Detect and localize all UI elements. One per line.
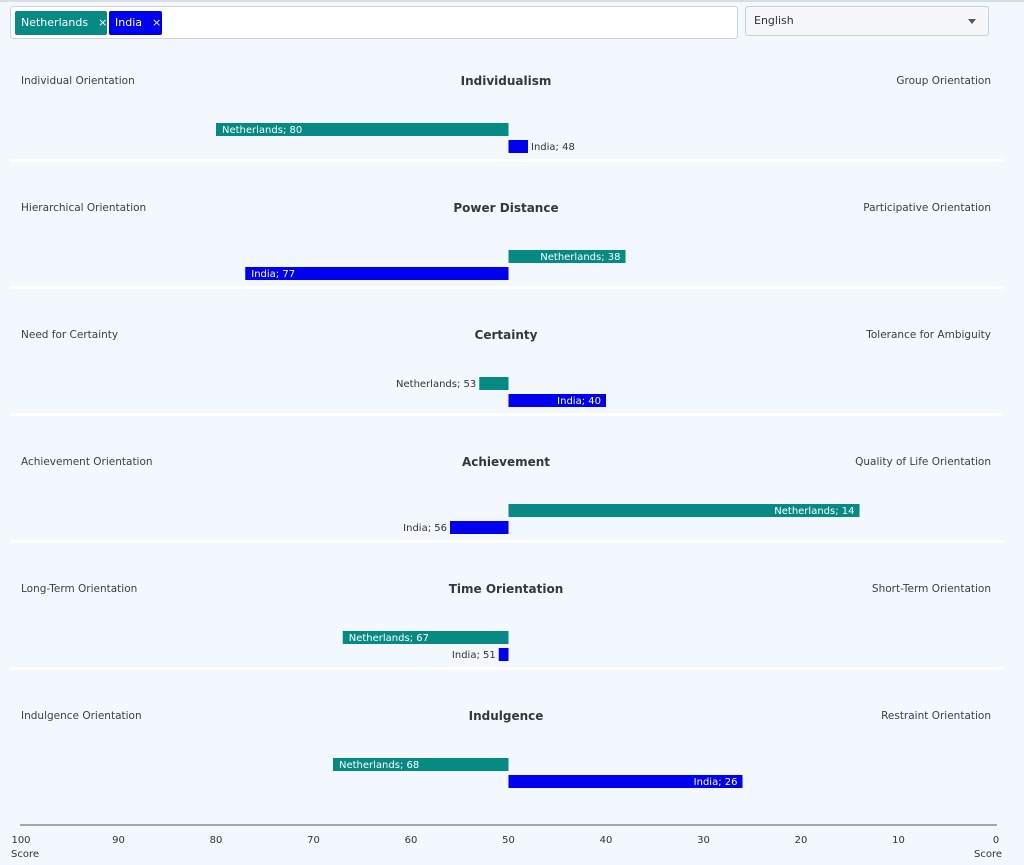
- x-axis-tick-label: 70: [307, 835, 320, 846]
- x-axis-tick-label: 60: [405, 835, 418, 846]
- dimension-left-label: Indulgence Orientation: [21, 710, 142, 722]
- section-divider: [10, 540, 1003, 543]
- bar-netherlands: [508, 504, 860, 517]
- bar-data-label: India; 40: [557, 396, 601, 407]
- bar-data-label: India; 51: [452, 650, 496, 661]
- x-axis-tick-label: 90: [112, 835, 125, 846]
- bar-netherlands: [479, 377, 509, 390]
- x-axis-tick-label: 30: [697, 835, 710, 846]
- dimension-left-label: Long-Term Orientation: [21, 583, 137, 595]
- remove-tag-icon[interactable]: ×: [152, 16, 162, 29]
- bar-india: [508, 140, 528, 153]
- dimension-right-label: Participative Orientation: [863, 202, 991, 214]
- dimension-right-label: Quality of Life Orientation: [855, 456, 991, 468]
- bar-netherlands: [342, 631, 509, 644]
- section-divider: [10, 413, 1003, 416]
- dimension-title: Time Orientation: [449, 582, 564, 596]
- dimension-left-label: Hierarchical Orientation: [21, 202, 146, 214]
- x-axis-tick-label: 50: [502, 835, 515, 846]
- dimension-left-label: Individual Orientation: [21, 75, 135, 87]
- language-selected-value: English: [754, 14, 794, 27]
- bar-data-label: Netherlands; 53: [396, 379, 476, 390]
- bar-india: [508, 394, 606, 407]
- section-divider: [10, 286, 1003, 289]
- language-select[interactable]: English: [745, 6, 989, 36]
- bar-india: [498, 648, 509, 661]
- dimension-left-label: Need for Certainty: [21, 329, 118, 341]
- bar-data-label: India; 56: [403, 523, 447, 534]
- bar-netherlands: [216, 123, 509, 136]
- country-tag-input[interactable]: Netherlands × India ×: [10, 6, 738, 39]
- country-tag-india[interactable]: India ×: [109, 11, 162, 35]
- dimension-right-label: Tolerance for Ambiguity: [865, 329, 991, 341]
- dimension-title: Indulgence: [469, 709, 544, 723]
- bar-data-label: Netherlands; 38: [540, 252, 620, 263]
- bar-data-label: India; 77: [251, 269, 295, 280]
- section-divider: [10, 667, 1003, 670]
- chevron-down-icon: [968, 19, 976, 24]
- dimension-right-label: Short-Term Orientation: [872, 583, 991, 595]
- bar-data-label: India; 26: [694, 777, 738, 788]
- x-axis-tick-label: 0: [993, 835, 999, 846]
- x-axis-right-label: Score: [974, 849, 1002, 860]
- x-axis-tick-label: 20: [795, 835, 808, 846]
- x-axis-tick-label: 100: [11, 835, 30, 846]
- x-axis-tick-label: 40: [600, 835, 613, 846]
- bar-india: [450, 521, 509, 534]
- bar-data-label: India; 48: [531, 142, 575, 153]
- bar-netherlands: [508, 250, 626, 263]
- country-tag-netherlands[interactable]: Netherlands ×: [15, 11, 107, 35]
- dimension-left-label: Achievement Orientation: [21, 456, 153, 468]
- dimension-title: Individualism: [461, 74, 552, 88]
- bar-india: [245, 267, 509, 280]
- x-axis-left-label: Score: [11, 849, 39, 860]
- bar-data-label: Netherlands; 67: [349, 633, 429, 644]
- bar-data-label: Netherlands; 80: [222, 125, 302, 136]
- tag-label: Netherlands: [21, 16, 89, 29]
- bar-data-label: Netherlands; 68: [339, 760, 419, 771]
- bar-netherlands: [333, 758, 509, 771]
- top-border: [0, 0, 1024, 2]
- dimension-right-label: Restraint Orientation: [881, 710, 991, 722]
- x-axis-tick-label: 80: [210, 835, 223, 846]
- dimension-right-label: Group Orientation: [896, 75, 991, 87]
- dimension-title: Achievement: [462, 455, 550, 469]
- bar-data-label: Netherlands; 14: [774, 506, 854, 517]
- section-divider: [10, 159, 1003, 162]
- x-axis-tick-label: 10: [892, 835, 905, 846]
- remove-tag-icon[interactable]: ×: [98, 16, 108, 29]
- dimension-title: Power Distance: [453, 201, 558, 215]
- dimension-title: Certainty: [475, 328, 538, 342]
- tag-label: India: [115, 16, 142, 29]
- bar-india: [508, 775, 743, 788]
